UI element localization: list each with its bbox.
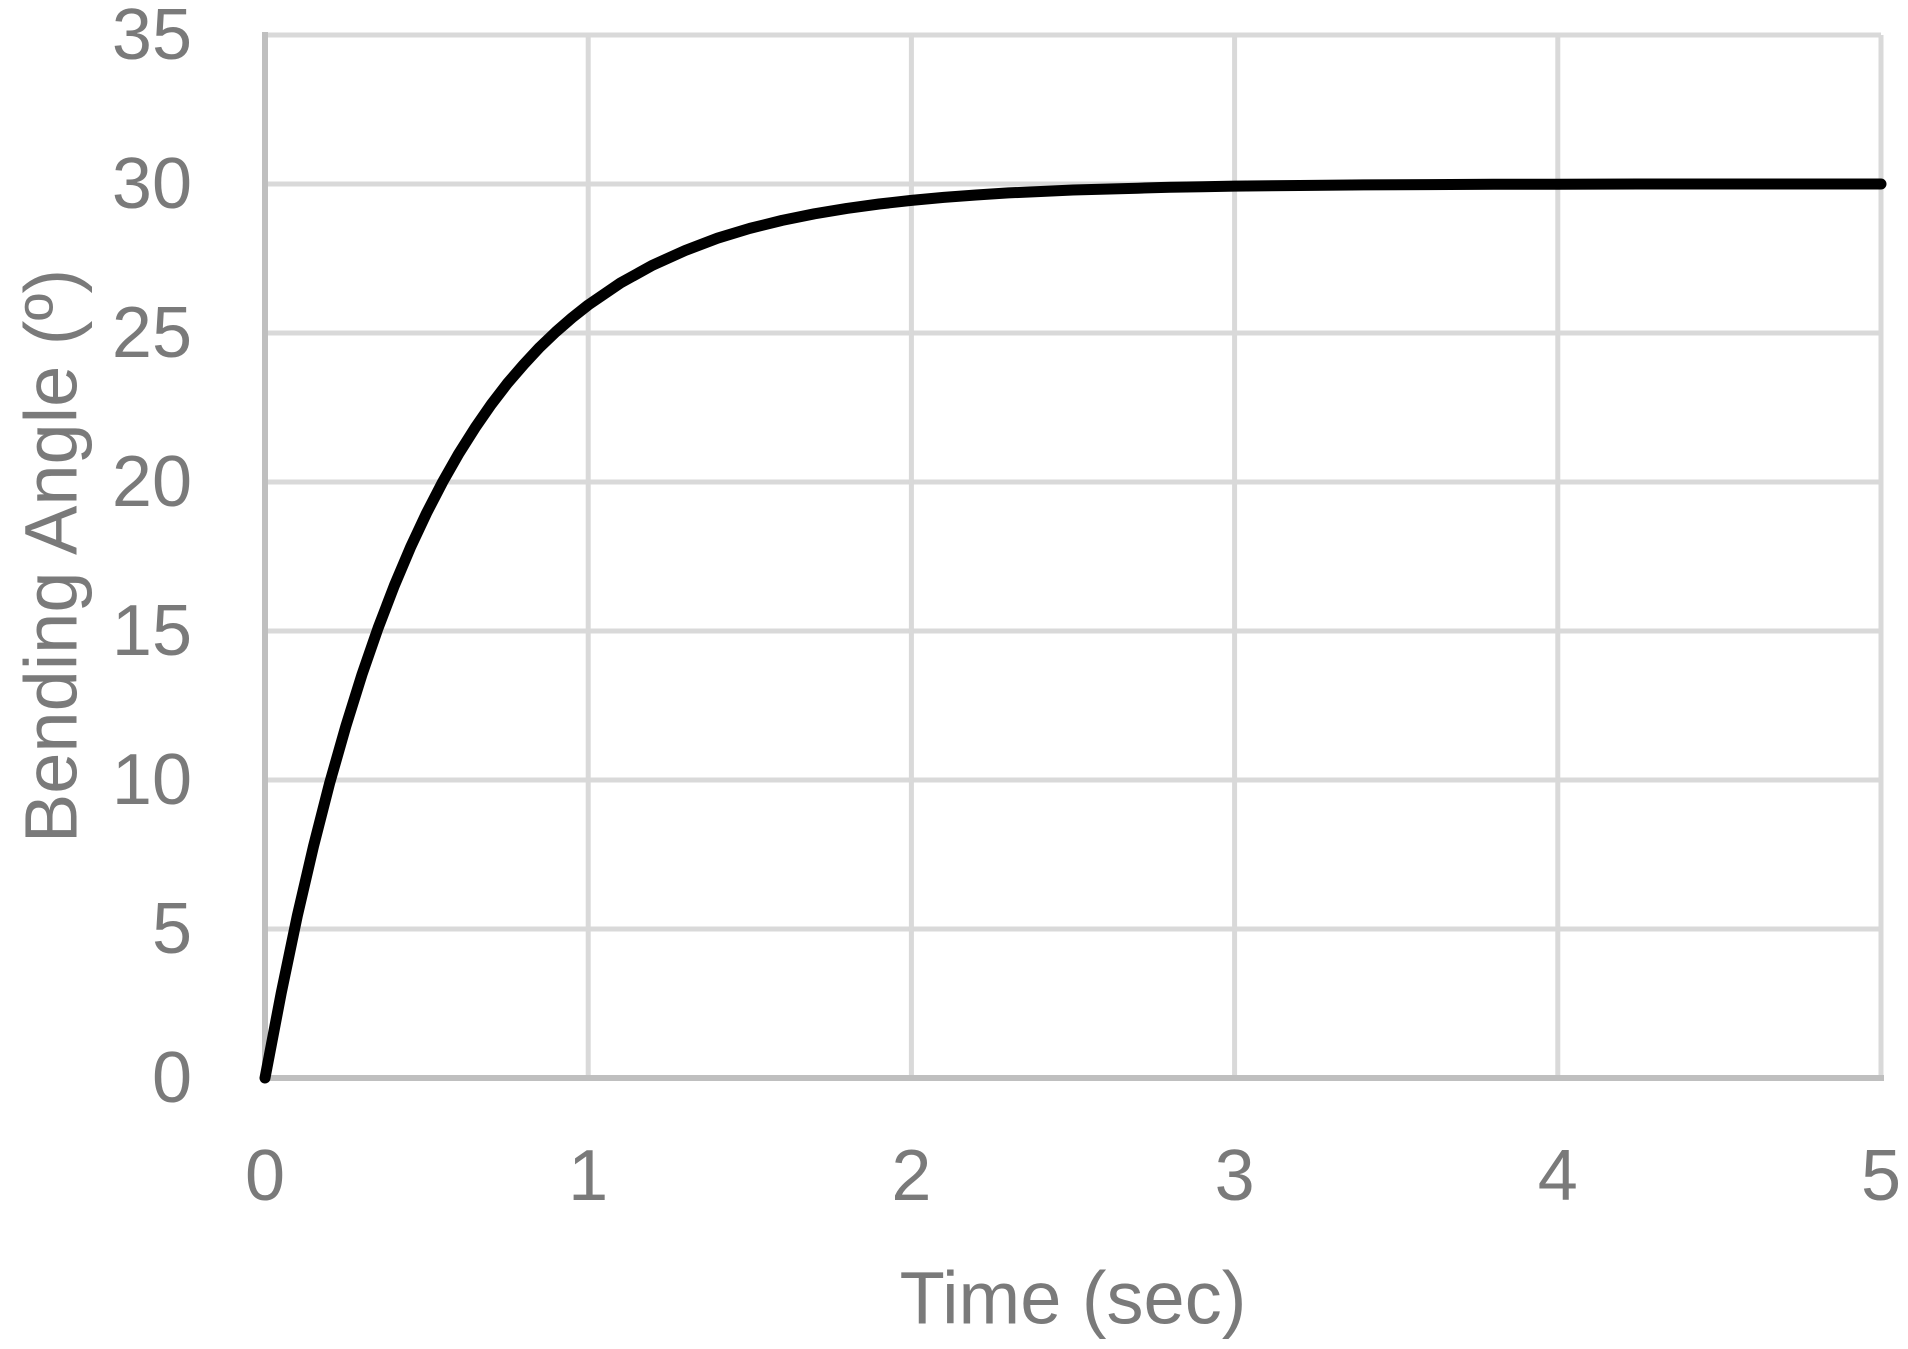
x-tick-label: 5: [1860, 1136, 1902, 1216]
y-tick-label: 10: [111, 740, 192, 820]
x-tick-label: 0: [244, 1136, 286, 1216]
x-tick-label: 2: [891, 1136, 932, 1216]
axis-lines: [262, 32, 1884, 1081]
y-tick-label: 5: [151, 889, 192, 969]
y-axis-title: Bending Angle (º): [9, 268, 93, 844]
series-curve: [259, 178, 1887, 1084]
y-tick-label: 0: [151, 1038, 192, 1118]
y-tick-label: 30: [111, 144, 192, 224]
y-tick-label: 35: [111, 0, 192, 75]
x-tick-label: 3: [1214, 1136, 1255, 1216]
data-series: [259, 178, 1887, 1084]
y-tick-label: 15: [111, 591, 192, 671]
y-tick-label: 25: [111, 293, 192, 373]
gridlines: [265, 32, 1884, 1078]
x-axis-title: Time (sec): [899, 1256, 1247, 1340]
x-tick-label: 1: [568, 1136, 609, 1216]
y-tick-label: 20: [111, 442, 192, 522]
x-tick-label: 4: [1537, 1136, 1578, 1216]
